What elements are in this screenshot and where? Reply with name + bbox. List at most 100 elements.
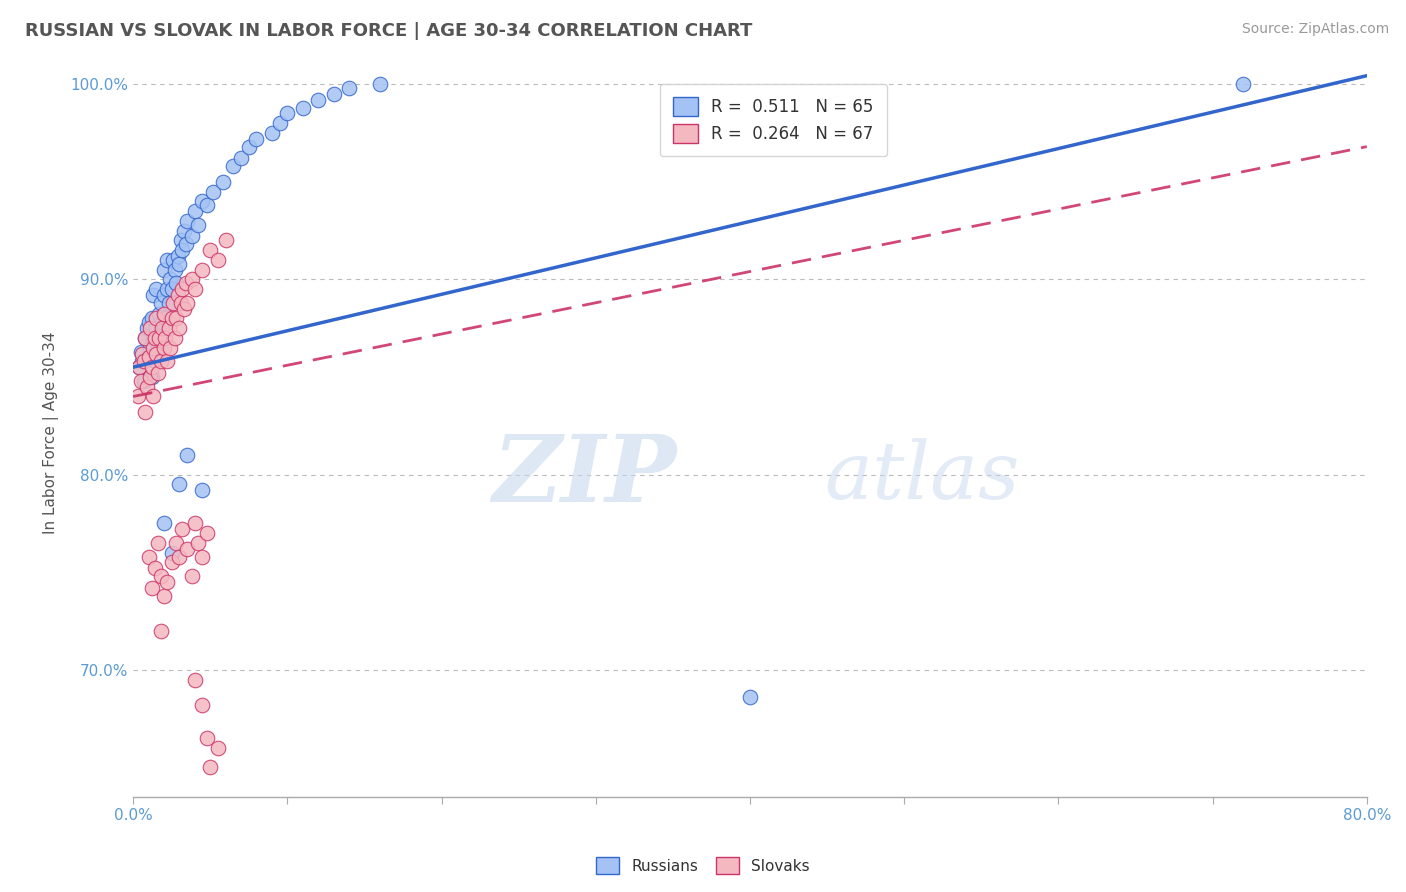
Point	[191, 549, 214, 564]
Point	[322, 87, 344, 101]
Point	[152, 315, 174, 329]
Point	[155, 311, 177, 326]
Point	[162, 252, 184, 267]
Point	[131, 354, 153, 368]
Point	[260, 126, 283, 140]
Point	[129, 344, 152, 359]
Point	[207, 740, 229, 755]
Point	[159, 272, 181, 286]
Point	[160, 546, 183, 560]
Point	[173, 223, 195, 237]
Point	[143, 354, 166, 368]
Point	[173, 301, 195, 316]
Point	[136, 380, 159, 394]
Point	[148, 331, 170, 345]
Point	[128, 360, 150, 375]
Point	[132, 374, 155, 388]
Point	[138, 315, 160, 329]
Point	[207, 252, 229, 267]
Text: ZIP: ZIP	[492, 432, 676, 521]
Point	[132, 354, 155, 368]
Point	[142, 341, 165, 355]
Point	[153, 262, 176, 277]
Point	[128, 360, 150, 375]
Point	[174, 237, 197, 252]
Point	[143, 561, 166, 575]
Point	[153, 516, 176, 531]
Point	[142, 331, 165, 345]
Point	[143, 331, 166, 345]
Point	[160, 556, 183, 570]
Point	[157, 321, 180, 335]
Point	[187, 536, 209, 550]
Point	[229, 151, 252, 165]
Point	[170, 233, 193, 247]
Point	[134, 331, 156, 345]
Point	[291, 101, 314, 115]
Point	[1232, 77, 1254, 91]
Point	[191, 698, 214, 712]
Point	[156, 252, 179, 267]
Point	[176, 295, 198, 310]
Point	[169, 321, 191, 335]
Point	[146, 536, 169, 550]
Point	[159, 341, 181, 355]
Point	[160, 282, 183, 296]
Point	[139, 321, 162, 335]
Point	[211, 175, 233, 189]
Point	[184, 204, 207, 219]
Point	[134, 331, 156, 345]
Point	[145, 282, 167, 296]
Point	[148, 308, 170, 322]
Point	[138, 351, 160, 365]
Point	[200, 760, 222, 774]
Point	[165, 311, 187, 326]
Point	[166, 288, 188, 302]
Point	[149, 569, 172, 583]
Point	[149, 295, 172, 310]
Point	[142, 389, 165, 403]
Point	[169, 477, 191, 491]
Point	[165, 536, 187, 550]
Point	[172, 522, 194, 536]
Point	[337, 81, 360, 95]
Point	[165, 277, 187, 291]
Point	[222, 159, 245, 173]
Point	[184, 282, 207, 296]
Point	[149, 331, 172, 345]
Point	[202, 185, 225, 199]
Point	[155, 331, 177, 345]
Point	[191, 194, 214, 209]
Point	[160, 311, 183, 326]
Point	[170, 295, 193, 310]
Point	[245, 132, 267, 146]
Text: atlas: atlas	[824, 438, 1019, 515]
Point	[176, 541, 198, 556]
Point	[169, 257, 191, 271]
Point	[276, 106, 298, 120]
Point	[156, 574, 179, 589]
Point	[153, 341, 176, 355]
Point	[153, 288, 176, 302]
Point	[195, 198, 218, 212]
Point	[131, 346, 153, 360]
Point	[141, 370, 163, 384]
Point	[191, 483, 214, 498]
Point	[146, 366, 169, 380]
Point	[180, 569, 202, 583]
Point	[174, 277, 197, 291]
Point	[145, 321, 167, 335]
Point	[184, 673, 207, 687]
Point	[176, 448, 198, 462]
Point	[138, 549, 160, 564]
Point	[149, 624, 172, 638]
Point	[136, 321, 159, 335]
Point	[180, 272, 202, 286]
Point	[145, 346, 167, 360]
Point	[139, 341, 162, 355]
Point	[195, 731, 218, 745]
Point	[172, 282, 194, 296]
Point	[142, 288, 165, 302]
Legend: R =  0.511   N = 65, R =  0.264   N = 67: R = 0.511 N = 65, R = 0.264 N = 67	[659, 84, 887, 156]
Point	[156, 282, 179, 296]
